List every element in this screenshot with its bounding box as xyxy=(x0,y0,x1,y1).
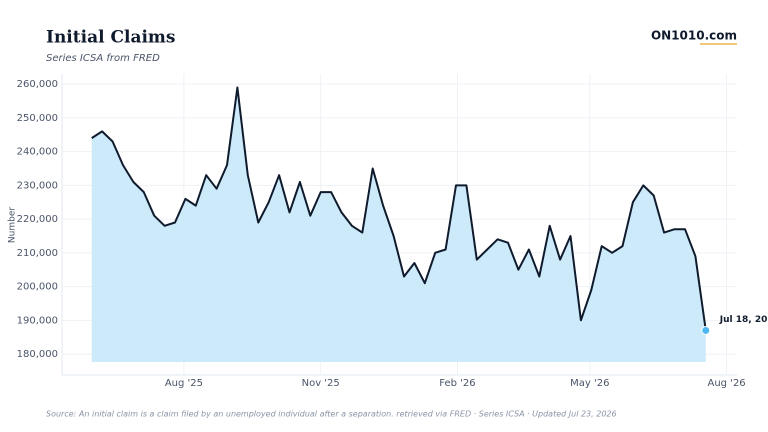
brand: ON1010.com xyxy=(651,29,737,43)
x-tick-label: Nov '25 xyxy=(302,378,340,389)
y-tick-label: 260,000 xyxy=(17,79,58,90)
y-tick-label: 200,000 xyxy=(17,282,58,293)
y-tick-label: 210,000 xyxy=(17,248,58,259)
x-tick-label: Aug '26 xyxy=(707,378,745,389)
chart-title: Initial Claims xyxy=(46,28,176,48)
y-tick-label: 230,000 xyxy=(17,180,58,191)
x-tick-label: Aug '25 xyxy=(165,378,203,389)
y-tick-label: 250,000 xyxy=(17,113,58,124)
annotation: Jul 18, 2026 xyxy=(719,315,768,325)
y-tick-label: 180,000 xyxy=(17,349,58,360)
chart-subtitle: Series ICSA from FRED xyxy=(46,53,160,64)
source-note: Source: An initial claim is a claim file… xyxy=(46,410,617,419)
y-axis-label: Number xyxy=(8,207,18,243)
y-tick-label: 190,000 xyxy=(17,315,58,326)
x-tick-label: Feb '26 xyxy=(439,378,475,389)
y-tick-label: 240,000 xyxy=(17,147,58,158)
last-point xyxy=(701,325,711,335)
x-tick-label: May '26 xyxy=(570,378,609,389)
line xyxy=(91,86,707,331)
y-tick-label: 220,000 xyxy=(17,214,58,225)
